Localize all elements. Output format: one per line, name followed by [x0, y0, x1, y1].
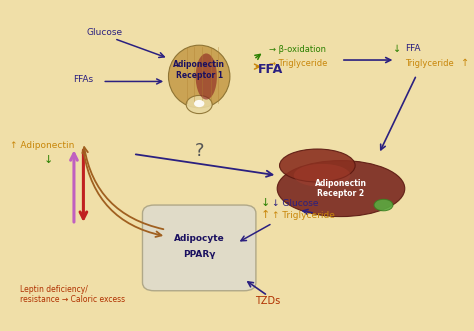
Text: ↑: ↑	[261, 210, 270, 220]
Ellipse shape	[277, 161, 405, 216]
Text: Adiponectin
Receptor 2: Adiponectin Receptor 2	[315, 179, 367, 198]
Text: ↓ Glucose: ↓ Glucose	[273, 199, 319, 208]
Ellipse shape	[186, 95, 212, 114]
Text: FFAs: FFAs	[73, 75, 93, 84]
Ellipse shape	[194, 100, 204, 107]
Text: ?: ?	[194, 142, 204, 160]
Text: Glucose: Glucose	[87, 27, 123, 36]
Ellipse shape	[196, 53, 217, 100]
Text: FFA: FFA	[405, 44, 420, 53]
Text: → Triglyceride: → Triglyceride	[269, 60, 328, 69]
Text: ↑ Triglyceride: ↑ Triglyceride	[273, 211, 335, 220]
Text: ↓: ↓	[393, 43, 401, 54]
Ellipse shape	[280, 149, 355, 182]
Text: PPARγ: PPARγ	[183, 250, 215, 259]
Text: Adiponectin
Receptor 1: Adiponectin Receptor 1	[173, 60, 225, 80]
Text: FFA: FFA	[258, 64, 283, 76]
Text: ↓: ↓	[43, 155, 53, 165]
Text: Leptin deficiency/
resistance → Caloric excess: Leptin deficiency/ resistance → Caloric …	[19, 285, 125, 305]
Ellipse shape	[374, 199, 393, 211]
Text: ↑: ↑	[462, 58, 470, 68]
Ellipse shape	[294, 164, 350, 187]
Text: Adipocyte: Adipocyte	[174, 233, 225, 243]
Ellipse shape	[168, 45, 230, 108]
Text: ↑ Adiponectin: ↑ Adiponectin	[10, 141, 74, 150]
Text: TZDs: TZDs	[255, 296, 280, 306]
FancyBboxPatch shape	[143, 205, 256, 291]
Text: ↓: ↓	[261, 198, 270, 208]
Text: Triglyceride: Triglyceride	[405, 59, 454, 68]
Text: → β-oxidation: → β-oxidation	[269, 45, 326, 54]
